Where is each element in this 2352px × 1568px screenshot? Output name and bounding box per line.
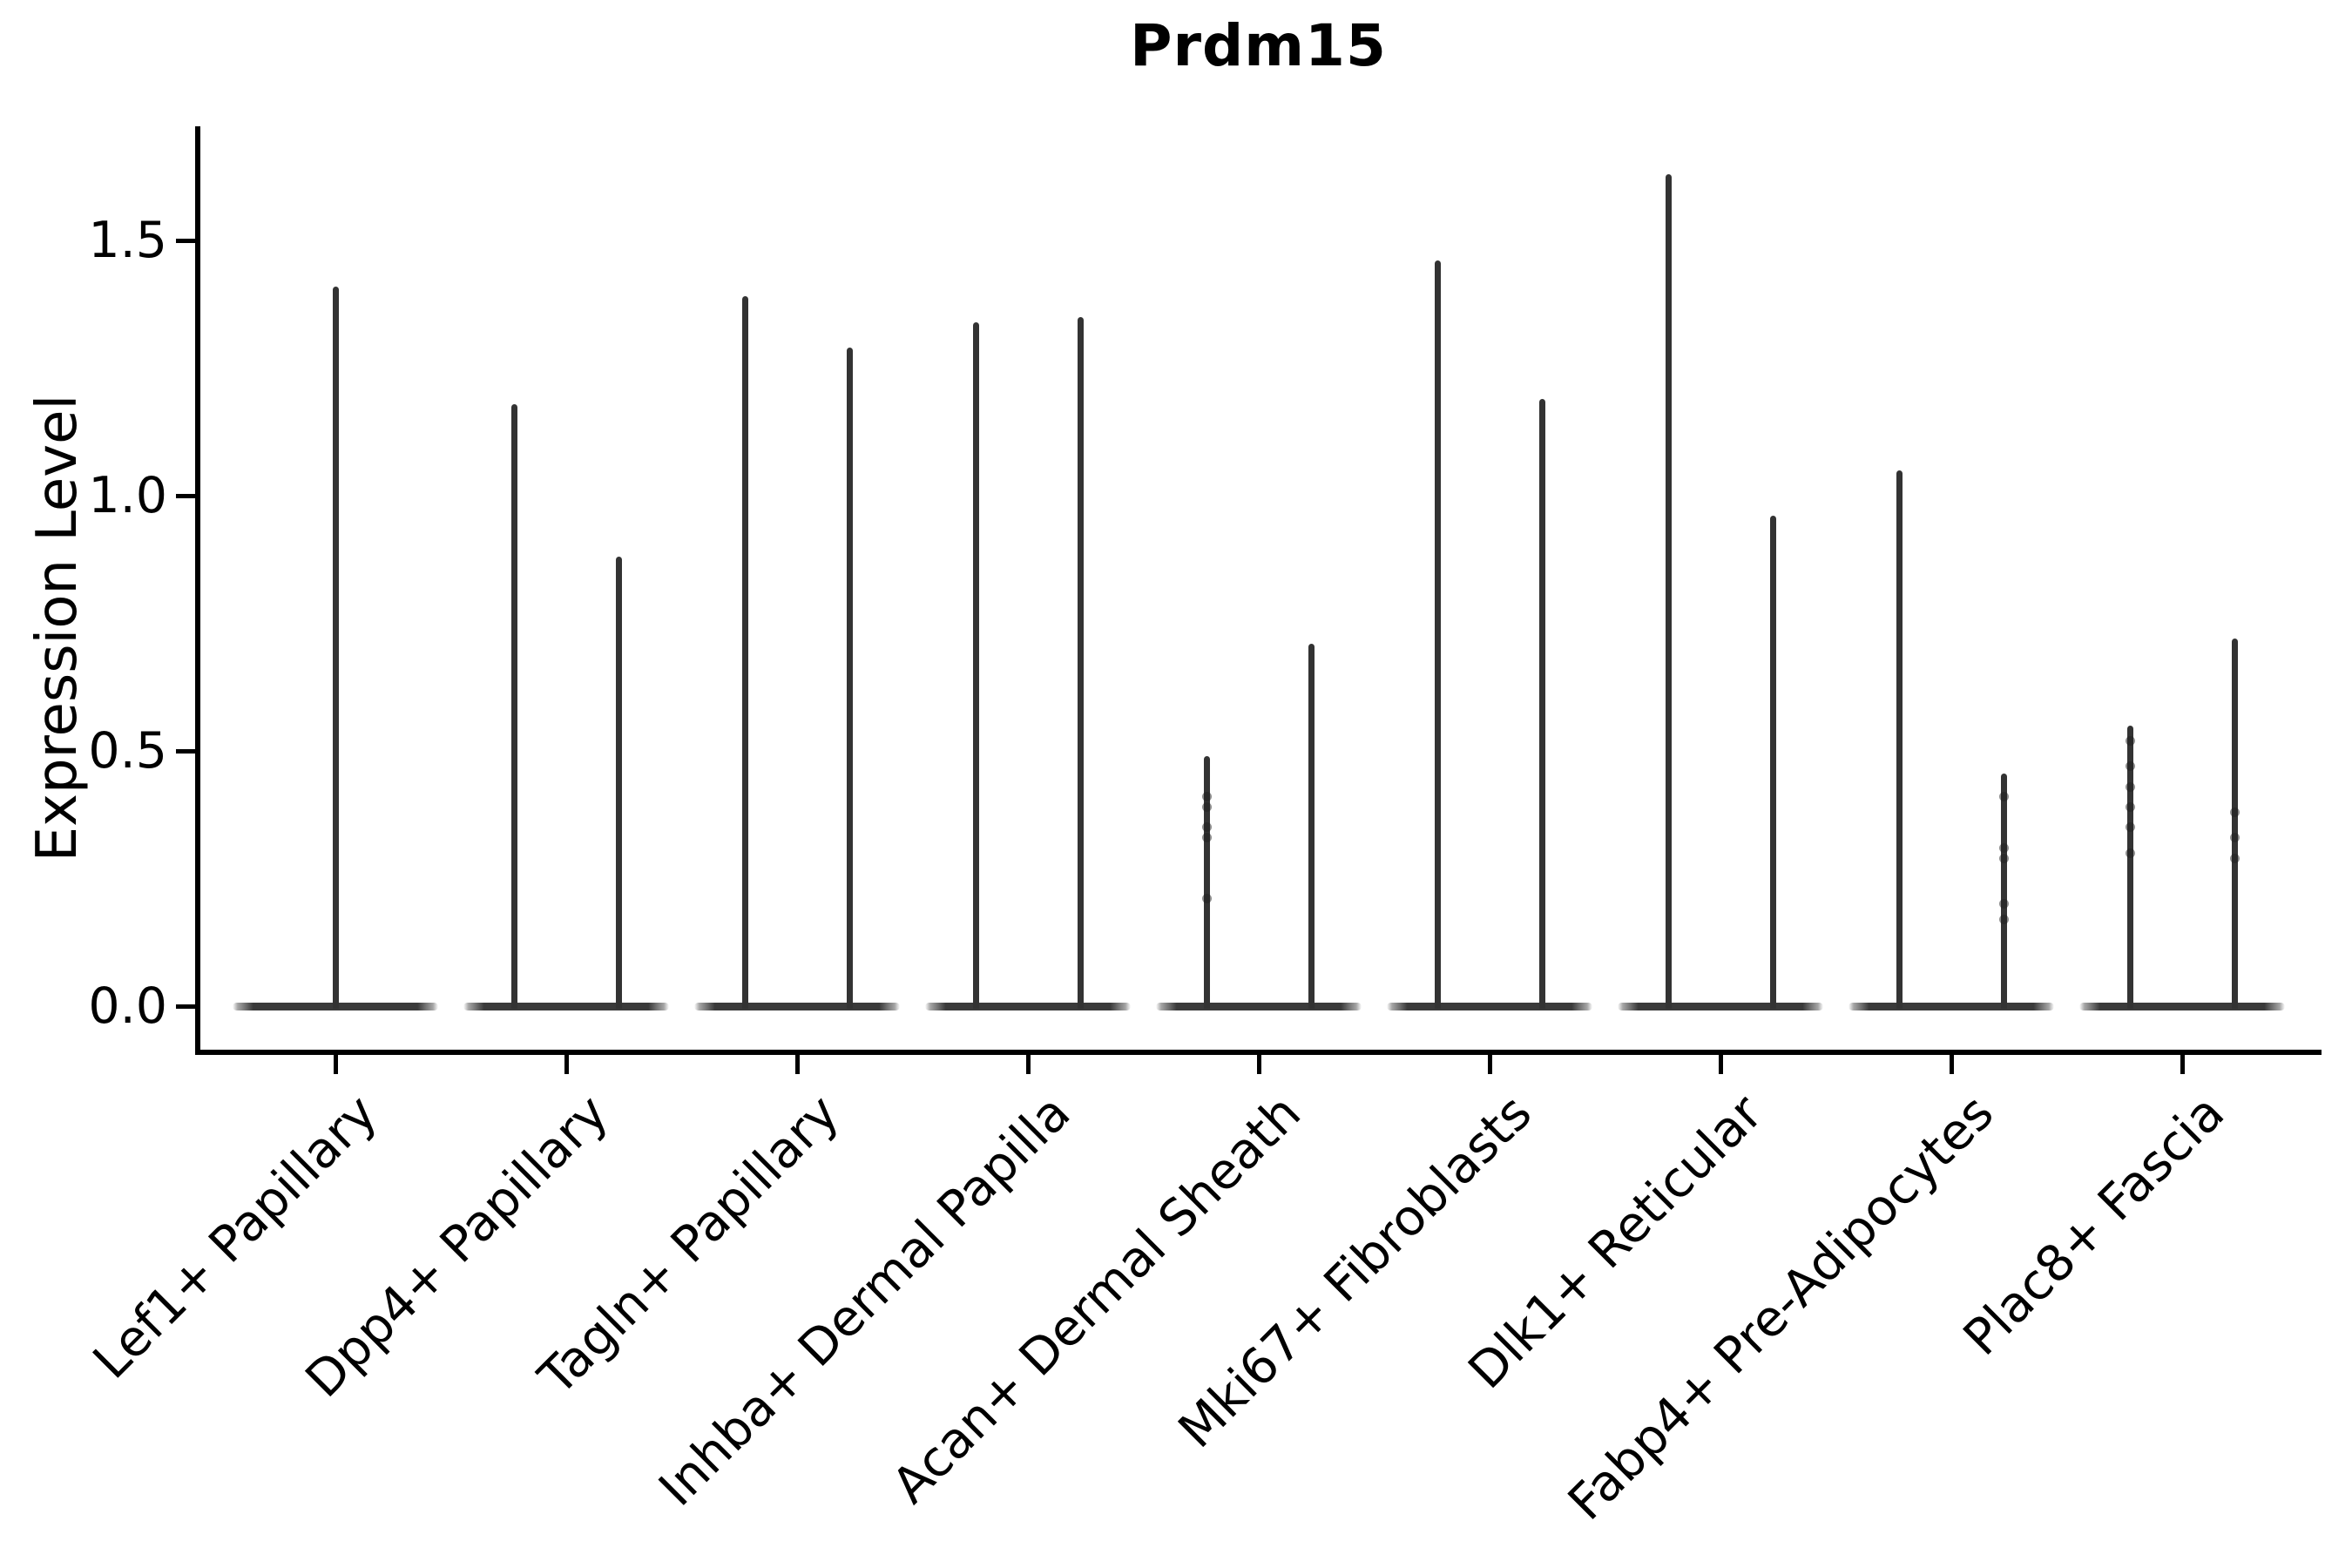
x-tick — [564, 1055, 569, 1074]
cell-point — [1998, 899, 2009, 909]
x-tick — [1487, 1055, 1492, 1074]
violin-base — [2079, 1003, 2285, 1010]
x-tick-label: Fabp4+ Pre-Adipocytes — [1557, 1084, 2005, 1531]
cell-point — [2229, 833, 2240, 843]
violin-spike — [1077, 316, 1084, 1009]
cell-point — [1201, 801, 1212, 812]
violin-base — [1848, 1003, 2054, 1010]
cell-point — [1201, 822, 1212, 833]
violin-spike — [741, 296, 748, 1009]
cell-point — [1201, 894, 1212, 904]
cell-point — [2125, 848, 2135, 858]
x-tick-label: Inhba+ Dermal Papilla — [647, 1084, 1082, 1517]
violin-spike — [2000, 774, 2007, 1009]
violin-base — [694, 1003, 900, 1010]
cell-point — [1201, 833, 1212, 843]
x-tick — [333, 1055, 338, 1074]
y-tick-label: 1.5 — [88, 212, 167, 269]
cell-point — [2125, 801, 2135, 812]
cell-point — [1998, 842, 2009, 853]
x-tick — [794, 1055, 800, 1074]
cell-point — [2229, 853, 2240, 863]
violin-spike — [1769, 516, 1776, 1009]
violin-spike — [972, 321, 979, 1009]
y-tick-label: 0.5 — [88, 722, 167, 780]
y-tick — [176, 1004, 195, 1009]
violin-spike — [2231, 639, 2238, 1009]
violin-spike — [510, 403, 517, 1009]
x-tick — [1718, 1055, 1723, 1074]
violin-base — [463, 1003, 669, 1010]
violin-spike — [615, 557, 622, 1009]
cell-point — [2125, 735, 2135, 746]
violin-base — [1618, 1003, 1823, 1010]
y-tick-label: 1.0 — [88, 467, 167, 524]
x-tick-label: Acan+ Dermal Sheath — [881, 1084, 1313, 1515]
x-tick — [1256, 1055, 1261, 1074]
y-axis-label: Expression Level — [25, 394, 90, 862]
cell-point — [2125, 822, 2135, 833]
violin-base — [925, 1003, 1131, 1010]
y-tick-label: 0.0 — [88, 977, 167, 1035]
cell-point — [2125, 761, 2135, 772]
violin-spike — [1538, 398, 1545, 1009]
cell-point — [1998, 792, 2009, 802]
y-tick — [176, 493, 195, 498]
violin-base — [1387, 1003, 1592, 1010]
violin-spike — [1203, 755, 1210, 1009]
y-tick — [176, 238, 195, 243]
y-axis-spine — [195, 126, 200, 1055]
violin-spike — [846, 348, 853, 1009]
violin-spike — [332, 286, 339, 1009]
cell-point — [2125, 781, 2135, 792]
cell-point — [2229, 807, 2240, 817]
violin-spike — [1434, 260, 1441, 1009]
violin-spike — [2126, 725, 2133, 1009]
x-axis-spine — [195, 1050, 2322, 1055]
violin-base — [1156, 1003, 1362, 1010]
violin-spike — [1896, 470, 1903, 1009]
x-tick — [1025, 1055, 1031, 1074]
x-tick — [1949, 1055, 1954, 1074]
violin-spike — [1665, 173, 1672, 1009]
cell-point — [1998, 853, 2009, 863]
violin-spike — [1308, 643, 1315, 1009]
y-tick — [176, 748, 195, 754]
cell-point — [1998, 914, 2009, 924]
cell-point — [1201, 792, 1212, 802]
plot-title: Prdm15 — [1130, 12, 1387, 79]
x-tick — [2180, 1055, 2185, 1074]
